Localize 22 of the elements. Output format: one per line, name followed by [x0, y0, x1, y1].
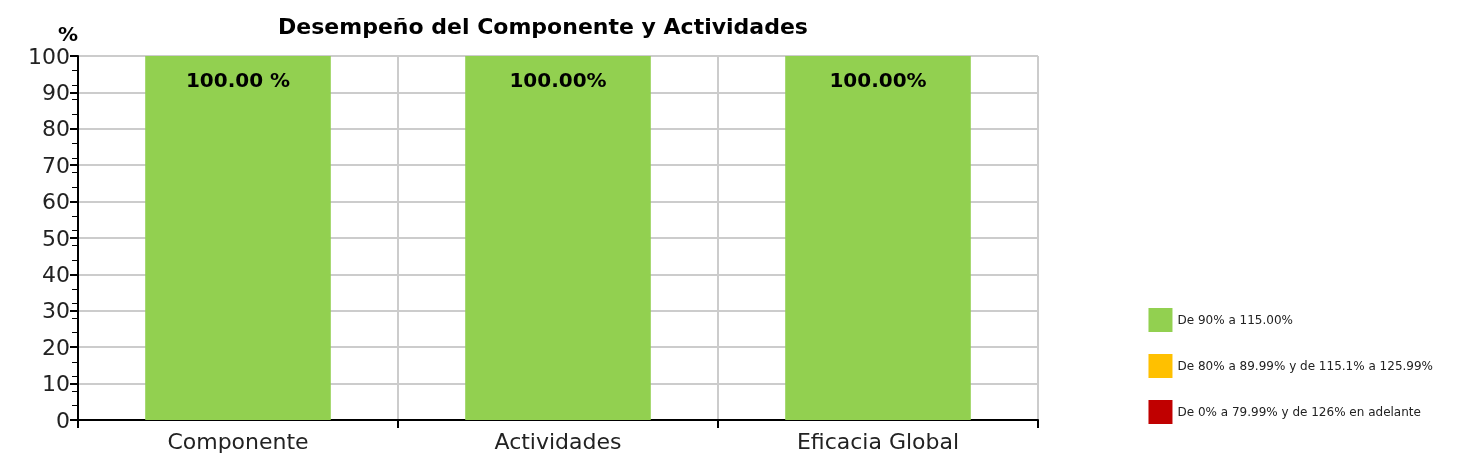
y-tick-label: 80 — [42, 116, 70, 142]
legend-label: De 0% a 79.99% y de 126% en adelante — [1177, 405, 1421, 419]
y-tick-label: 100 — [28, 43, 70, 69]
x-tick-label: Actividades — [494, 428, 622, 454]
y-tick-label: 70 — [42, 152, 70, 178]
y-tick-label: 40 — [42, 261, 70, 287]
y-tick-label: 20 — [42, 334, 70, 360]
x-tick-label: Componente — [167, 428, 309, 454]
y-tick-label: 50 — [42, 225, 70, 251]
y-tick-label: 60 — [42, 189, 70, 215]
y-tick-label: 10 — [42, 371, 70, 397]
y-tick-label: 0 — [56, 407, 70, 433]
legend-label: De 90% a 115.00% — [1177, 313, 1293, 327]
x-tick-label: Eficacia Global — [796, 428, 960, 454]
chart-title: Desempeño del Componente y Actividades — [278, 13, 808, 39]
y-tick-label: 90 — [42, 79, 70, 105]
data-label: 100.00 % — [185, 68, 291, 92]
y-axis-title: % — [57, 22, 78, 46]
data-label: 100.00% — [509, 68, 607, 92]
y-tick-label: 30 — [42, 298, 70, 324]
legend-label: De 80% a 89.99% y de 115.1% a 125.99% — [1177, 359, 1434, 373]
data-label: 100.00% — [829, 68, 927, 92]
